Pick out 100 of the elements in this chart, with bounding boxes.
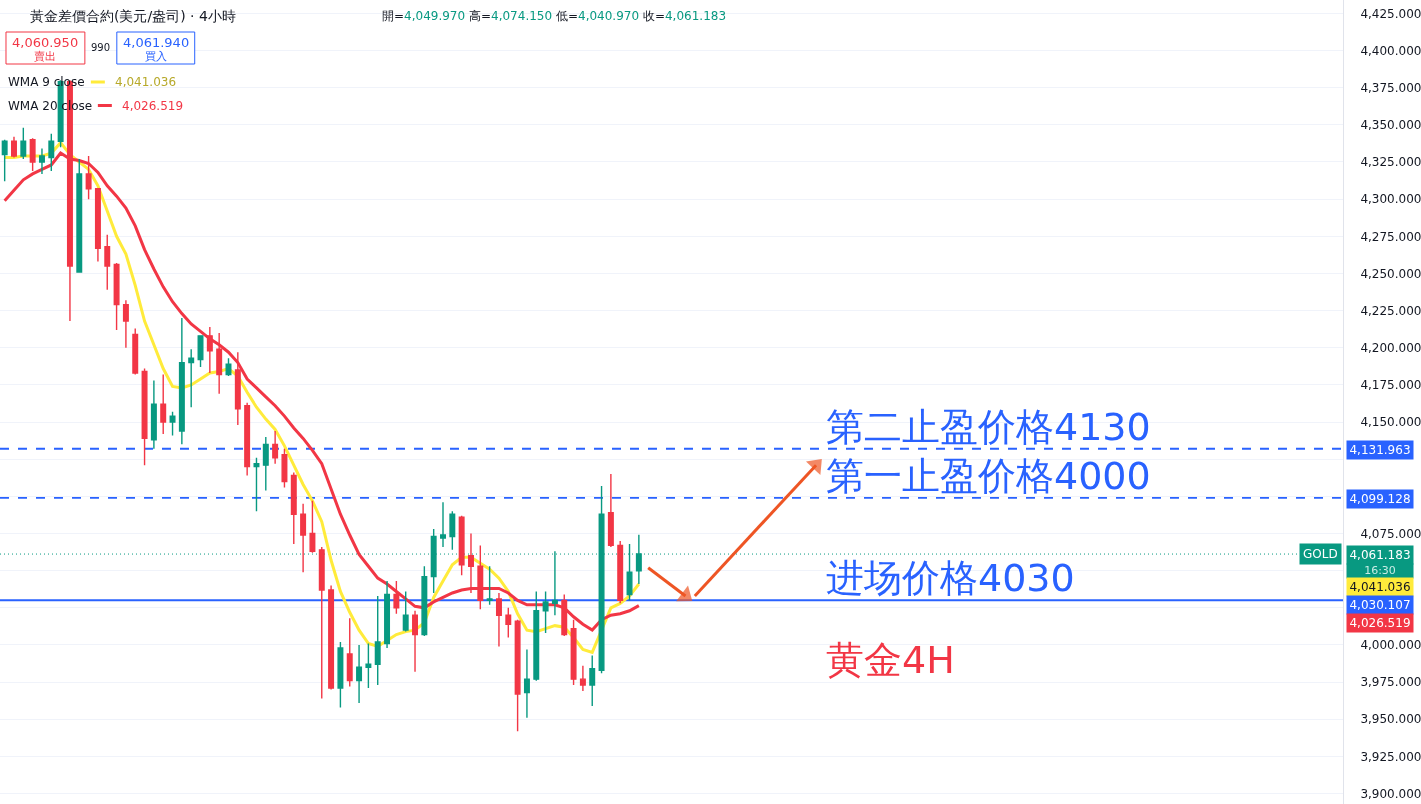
candlestick <box>607 473 614 548</box>
ref-line-label: 进场价格4030 <box>826 556 1075 600</box>
candlestick <box>309 500 316 554</box>
candlestick <box>290 471 297 545</box>
candlestick <box>421 565 428 637</box>
candlestick <box>1 139 8 183</box>
candlestick <box>141 367 148 466</box>
candlestick <box>188 348 195 408</box>
candlestick <box>374 595 381 686</box>
annotation: 4,060.950 <box>12 35 79 50</box>
y-tick-label: 3,900.000 <box>1360 786 1421 801</box>
y-tick-label: 4,425.000 <box>1360 6 1421 21</box>
candlestick <box>197 335 204 368</box>
legend-label: WMA 9 close <box>8 75 85 89</box>
candlestick <box>234 351 241 426</box>
y-tick-label: 4,350.000 <box>1360 118 1421 133</box>
candlestick <box>160 373 167 435</box>
text: 4,099.128 <box>1349 492 1411 506</box>
text: 4,061.183 <box>1349 548 1411 562</box>
candlestick <box>272 430 279 465</box>
candlestick <box>449 510 456 551</box>
candlestick <box>20 127 27 160</box>
y-tick-label: 4,250.000 <box>1360 266 1421 281</box>
candlestick <box>132 327 139 376</box>
candlestick <box>262 436 269 492</box>
candlestick <box>244 402 251 477</box>
candlestick <box>85 155 92 200</box>
candlestick <box>169 410 176 437</box>
candlestick <box>216 332 223 395</box>
annotation: 開=4,049.970 高=4,074.150 低=4,040.970 收=4,061.183 <box>382 9 727 23</box>
candlestick <box>328 584 335 691</box>
candlestick <box>579 665 586 692</box>
candlestick <box>430 528 437 594</box>
y-tick-label: 4,325.000 <box>1360 155 1421 170</box>
candlestick <box>412 610 419 673</box>
candlestick <box>356 644 363 704</box>
candlestick <box>617 540 624 605</box>
ref-line-label: GOLD <box>1303 547 1338 561</box>
y-tick-label: 4,300.000 <box>1360 192 1421 207</box>
candlestick <box>384 580 391 649</box>
y-tick-label: 4,375.000 <box>1360 80 1421 95</box>
candlestick <box>393 580 400 615</box>
candlestick <box>150 379 157 450</box>
y-tick-label: 4,400.000 <box>1360 43 1421 58</box>
text: 4,026.519 <box>1349 616 1411 630</box>
annotation: 賣出 <box>34 50 56 63</box>
text: 黄金4H <box>826 638 955 682</box>
annotation: 4,026.519 <box>122 99 184 113</box>
y-tick-label: 3,950.000 <box>1360 712 1421 727</box>
y-tick-label: 4,075.000 <box>1360 526 1421 541</box>
candlestick <box>337 641 344 709</box>
annotation: 4,041.036 <box>115 75 177 89</box>
y-tick-label: 4,225.000 <box>1360 303 1421 318</box>
annotation: 990 <box>91 42 111 53</box>
candlestick <box>113 262 120 331</box>
candlestick <box>38 147 45 175</box>
ref-line-label: 第二止盈价格4130 <box>826 405 1151 449</box>
text: 黃金差價合約(美元/盎司) · 4小時 <box>30 8 236 24</box>
candlestick <box>477 544 484 611</box>
candlestick <box>253 457 260 512</box>
candlestick <box>635 534 642 585</box>
candlestick <box>122 299 129 349</box>
candlestick <box>440 501 446 548</box>
text: 4,131.963 <box>1349 443 1411 457</box>
candlestick <box>94 188 101 263</box>
y-tick-label: 4,175.000 <box>1360 378 1421 393</box>
candlestick <box>542 590 549 634</box>
text: 4,030.107 <box>1349 598 1411 612</box>
y-tick-label: 4,150.000 <box>1360 415 1421 430</box>
candlestick <box>486 565 493 606</box>
candlestick <box>318 546 325 700</box>
annotation: 買入 <box>145 50 167 63</box>
y-tick-label: 4,200.000 <box>1360 340 1421 355</box>
candlestick <box>76 158 83 273</box>
y-tick-label: 3,975.000 <box>1360 675 1421 690</box>
candlestick <box>346 617 353 688</box>
candlestick <box>458 514 465 576</box>
candlestick <box>11 136 17 159</box>
candlestick <box>468 532 474 594</box>
candlestick <box>300 503 307 573</box>
candlestick <box>104 234 111 291</box>
candlestick <box>533 590 540 682</box>
candlestick <box>48 133 55 172</box>
y-tick-label: 4,000.000 <box>1360 638 1421 653</box>
y-tick-label: 3,925.000 <box>1360 749 1421 764</box>
candlestick <box>598 485 605 674</box>
ref-line-label: 第一止盈价格4000 <box>826 454 1151 498</box>
candlestick <box>178 317 185 446</box>
candlestick <box>281 448 288 489</box>
text: 16:30 <box>1364 564 1396 577</box>
y-tick-label: 4,275.000 <box>1360 229 1421 244</box>
candlestick <box>206 326 213 374</box>
candlestick <box>505 607 512 639</box>
annotation: 4,061.940 <box>123 35 190 50</box>
text: 4,041.036 <box>1349 580 1411 594</box>
candlestick <box>365 642 372 689</box>
candlestick <box>523 648 530 719</box>
candlestick <box>514 619 521 732</box>
candlestick <box>495 592 502 648</box>
candlestick <box>402 590 409 633</box>
